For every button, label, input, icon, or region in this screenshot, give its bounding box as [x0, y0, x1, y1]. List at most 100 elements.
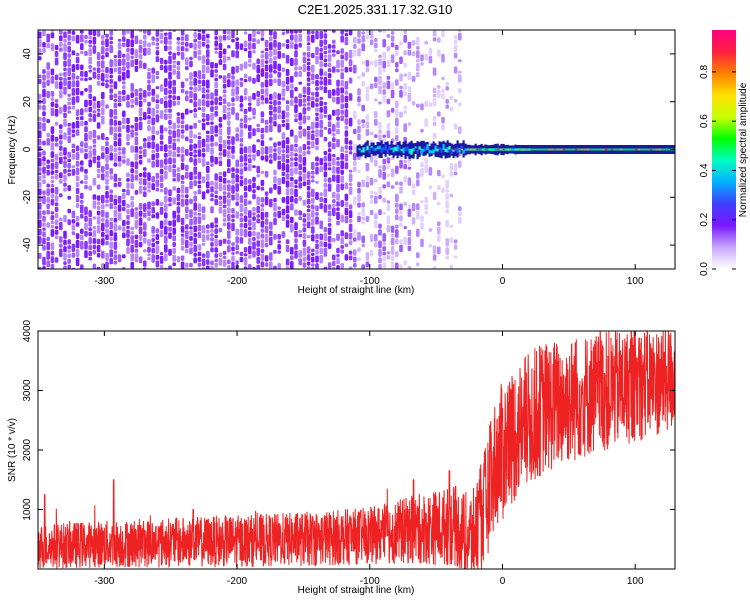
- spectrogram-noise-cell: [227, 184, 231, 192]
- spectrogram-noise-cell: [54, 219, 59, 226]
- spectrogram-y-tick-label: 20: [22, 96, 33, 108]
- spectrogram-noise-cell: [294, 43, 298, 50]
- spectrogram-noise-cell: [159, 140, 164, 145]
- spectrogram-noise-cell: [407, 41, 412, 49]
- spectrogram-noise-cell: [42, 156, 46, 162]
- spectrogram-noise-cell: [243, 198, 248, 207]
- snr-x-tick-label: -100: [360, 576, 380, 587]
- spectrogram-noise-cell: [227, 222, 231, 230]
- spectrogram-noise-cell: [42, 30, 46, 37]
- spectrogram-noise-cell: [285, 104, 290, 112]
- spectrogram-noise-cell: [332, 44, 336, 49]
- spectrogram-noise-cell: [38, 219, 42, 228]
- spectrogram-noise-cell: [214, 88, 218, 97]
- spectrogram-noise-cell: [378, 66, 382, 76]
- spectrogram-y-label: Frequency (Hz): [7, 116, 18, 185]
- spectrogram-noise-cell: [252, 212, 256, 216]
- spectrogram-noise-cell: [323, 105, 328, 114]
- spectrogram-noise-cell: [281, 162, 286, 171]
- spectrogram-noise-cell: [185, 198, 189, 206]
- spectrogram-signal-peak: [469, 148, 473, 151]
- spectrogram-noise-cell: [306, 221, 311, 229]
- spectrogram-noise-cell: [117, 42, 122, 50]
- spectrogram-noise-cell: [445, 81, 449, 86]
- spectrogram-noise-cell: [130, 104, 134, 108]
- spectrogram-noise-cell: [327, 141, 332, 148]
- spectrogram-noise-cell: [294, 250, 298, 259]
- spectrogram-noise-cell: [403, 123, 407, 132]
- spectrogram-noise-cell: [130, 83, 134, 92]
- spectrogram-noise-cell: [122, 155, 126, 159]
- spectrogram-noise-cell: [164, 32, 168, 36]
- spectrogram-noise-cell: [46, 90, 50, 99]
- spectrogram-signal-peak: [649, 148, 653, 151]
- spectrogram-noise-cell: [88, 150, 92, 159]
- spectrogram-noise-cell: [168, 203, 172, 207]
- spectrogram-signal-core: [366, 145, 369, 151]
- spectrogram-noise-cell: [386, 174, 391, 178]
- spectrogram-noise-cell: [332, 109, 336, 116]
- spectrogram-noise-cell: [222, 104, 227, 114]
- spectrogram-noise-cell: [239, 179, 244, 187]
- spectrogram-noise-cell: [290, 34, 294, 41]
- spectrogram-noise-cell: [193, 50, 197, 58]
- spectrogram-noise-cell: [172, 219, 176, 227]
- spectrogram-noise-cell: [180, 88, 185, 94]
- spectrogram-noise-cell: [134, 136, 139, 146]
- spectrogram-noise-cell: [155, 260, 160, 268]
- spectrogram-noise-cell: [71, 243, 76, 252]
- spectrogram-noise-cell: [231, 214, 235, 219]
- spectrogram-noise-cell: [227, 213, 231, 222]
- spectrogram-noise-cell: [432, 191, 437, 201]
- spectrogram-noise-cell: [437, 49, 441, 57]
- spectrogram-signal-core: [506, 148, 509, 151]
- spectrogram-noise-cell: [122, 159, 126, 164]
- spectrogram-noise-cell: [130, 39, 134, 48]
- spectrogram-noise-cell: [222, 75, 227, 84]
- spectrogram-noise-cell: [327, 204, 332, 210]
- spectrogram-noise-cell: [193, 166, 197, 175]
- spectrogram-noise-cell: [248, 184, 252, 192]
- spectrogram-noise-cell: [252, 237, 256, 241]
- spectrogram-noise-cell: [227, 30, 231, 35]
- spectrogram-noise-cell: [294, 104, 298, 114]
- spectrogram-noise-cell: [168, 164, 172, 173]
- spectrogram-noise-cell: [298, 30, 302, 33]
- spectrogram-noise-cell: [365, 93, 370, 102]
- spectrogram-noise-cell: [206, 44, 210, 49]
- spectrogram-noise-cell: [420, 62, 424, 66]
- spectrogram-noise-cell: [214, 69, 218, 73]
- spectrogram-noise-cell: [42, 237, 46, 245]
- spectrogram-noise-cell: [54, 99, 59, 103]
- spectrogram-noise-cell: [88, 217, 92, 227]
- spectrogram-noise-cell: [189, 262, 193, 268]
- spectrogram-noise-cell: [315, 255, 319, 263]
- spectrogram-noise-cell: [403, 110, 407, 115]
- spectrogram-noise-cell: [411, 189, 416, 196]
- spectrogram-noise-cell: [231, 88, 235, 97]
- spectrogram-noise-cell: [214, 62, 218, 69]
- spectrogram-noise-cell: [256, 149, 260, 157]
- spectrogram-noise-cell: [294, 58, 298, 66]
- spectrogram-noise-cell: [88, 93, 92, 99]
- spectrogram-noise-cell: [239, 203, 244, 213]
- spectrogram-noise-cell: [437, 221, 441, 226]
- spectrogram-noise-cell: [201, 213, 206, 221]
- spectrogram-noise-cell: [147, 201, 151, 210]
- spectrogram-noise-cell: [42, 190, 46, 195]
- spectrogram-noise-cell: [185, 186, 189, 194]
- spectrogram-noise-cell: [38, 138, 42, 146]
- spectrogram-signal-core: [490, 148, 493, 151]
- spectrogram-noise-cell: [201, 94, 206, 99]
- spectrogram-noise-cell: [248, 59, 252, 63]
- spectrogram-noise-cell: [332, 157, 336, 166]
- spectrogram-noise-cell: [315, 46, 319, 56]
- spectrogram-noise-cell: [227, 56, 231, 61]
- spectrogram-noise-cell: [147, 217, 151, 221]
- spectrogram-noise-cell: [222, 217, 227, 222]
- spectrogram-noise-cell: [285, 195, 290, 205]
- spectrogram-noise-cell: [54, 142, 59, 147]
- spectrogram-noise-cell: [222, 195, 227, 204]
- spectrogram-signal-core: [372, 147, 375, 152]
- spectrogram-noise-cell: [80, 90, 84, 96]
